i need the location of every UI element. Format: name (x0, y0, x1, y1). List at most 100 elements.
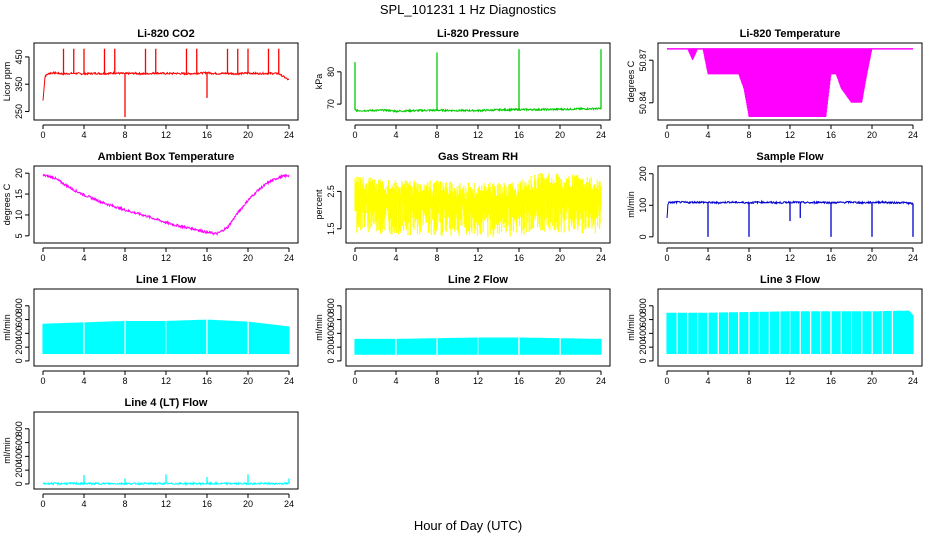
x-tick-label: 20 (867, 253, 877, 263)
x-tick-label: 12 (785, 130, 795, 140)
x-tick-label: 8 (746, 130, 751, 140)
x-tick-label: 20 (555, 376, 565, 386)
y-tick-label: 800 (14, 421, 24, 436)
y-tick-label: 50.84 (638, 92, 648, 115)
data-line (354, 106, 602, 114)
x-tick-label: 8 (746, 376, 751, 386)
x-tick-label: 4 (81, 130, 86, 140)
y-axis-label: degrees C (626, 60, 636, 102)
x-tick-label: 24 (908, 130, 918, 140)
data-line (42, 70, 290, 101)
y-axis-label: ml/min (626, 314, 636, 341)
plot-area (42, 474, 290, 487)
data-line (42, 173, 290, 236)
chart-panel: Li-820 Temperature degrees C 0 4 8 12 16 20 24 50… (626, 28, 923, 140)
y-tick-label: 0 (638, 358, 648, 363)
y-axis-label: ml/min (626, 191, 636, 218)
x-tick-label: 8 (122, 376, 127, 386)
chart-panel: Ambient Box Temperature degrees C 0 4 8 12 16 2… (2, 151, 299, 263)
plot-frame (345, 288, 611, 367)
y-tick-label: 200 (638, 166, 648, 181)
y-tick-label: 100 (638, 198, 648, 213)
x-tick-label: 20 (243, 253, 253, 263)
y-tick-label: 50.87 (638, 49, 648, 72)
chart-title: Li-820 Pressure (437, 28, 519, 40)
y-tick-label: 400 (14, 326, 24, 341)
x-tick-label: 8 (122, 499, 127, 509)
x-tick-label: 4 (393, 376, 398, 386)
x-tick-label: 0 (40, 130, 45, 140)
x-tick-label: 4 (81, 499, 86, 509)
plot-frame (33, 165, 299, 244)
chart-panel: Line 1 Flow ml/min 0 4 8 12 16 20 24 0 20040060080… (2, 274, 299, 386)
plot-area (667, 48, 913, 117)
x-tick-label: 16 (202, 130, 212, 140)
y-tick-label: 200 (14, 340, 24, 355)
x-tick-label: 24 (284, 253, 294, 263)
x-tick-label: 24 (908, 376, 918, 386)
x-tick-label: 20 (867, 376, 877, 386)
x-tick-label: 8 (746, 253, 751, 263)
chart-title: Li-820 CO2 (137, 28, 194, 40)
x-tick-label: 12 (473, 376, 483, 386)
chart-panel: Line 2 Flow ml/min 0 4 8 12 16 20 24 0 20040060080… (314, 274, 611, 386)
x-tick-label: 0 (352, 376, 357, 386)
y-axis-label: percent (314, 189, 324, 220)
chart-panel: Li-820 CO2 Licor ppm 0 4 8 12 16 20 24 250 350 450 (2, 28, 299, 140)
x-tick-label: 8 (434, 376, 439, 386)
plot-frame (657, 165, 923, 244)
x-tick-label: 8 (122, 253, 127, 263)
x-tick-label: 16 (826, 253, 836, 263)
x-tick-label: 16 (514, 253, 524, 263)
x-tick-label: 8 (434, 130, 439, 140)
y-tick-label: 200 (326, 340, 336, 355)
y-tick-label: 450 (14, 49, 24, 64)
x-tick-label: 20 (243, 130, 253, 140)
plot-frame (345, 165, 611, 244)
y-tick-label: 80 (326, 67, 336, 77)
x-tick-label: 12 (785, 253, 795, 263)
chart-title: Line 2 Flow (448, 274, 508, 286)
x-tick-label: 16 (514, 376, 524, 386)
plot-area (42, 48, 290, 117)
y-axis-label: kPa (314, 74, 324, 90)
y-tick-label: 0 (638, 234, 648, 239)
chart-title: Line 1 Flow (136, 274, 196, 286)
x-tick-label: 20 (867, 130, 877, 140)
y-tick-label: 10 (14, 210, 24, 220)
x-tick-label: 0 (664, 253, 669, 263)
y-tick-label: 800 (326, 298, 336, 313)
x-tick-label: 16 (826, 376, 836, 386)
x-tick-label: 20 (555, 253, 565, 263)
y-tick-label: 200 (638, 340, 648, 355)
chart-title: Line 4 (LT) Flow (125, 397, 208, 409)
y-tick-label: 400 (14, 449, 24, 464)
y-tick-label: 20 (14, 168, 24, 178)
y-tick-label: 1.5 (326, 223, 336, 236)
x-tick-label: 24 (908, 253, 918, 263)
x-tick-label: 12 (161, 499, 171, 509)
x-tick-label: 24 (596, 376, 606, 386)
chart-title: Ambient Box Temperature (98, 151, 235, 163)
x-tick-label: 24 (596, 130, 606, 140)
x-tick-label: 0 (40, 499, 45, 509)
x-tick-label: 8 (434, 253, 439, 263)
chart-panel: Gas Stream RH percent 0 4 8 12 16 20 24 1.5 2.5 (314, 151, 611, 263)
plot-area (354, 337, 602, 355)
x-tick-label: 12 (473, 130, 483, 140)
y-axis-label: ml/min (2, 314, 12, 341)
x-tick-label: 20 (243, 499, 253, 509)
y-tick-label: 400 (638, 326, 648, 341)
plot-frame (33, 411, 299, 490)
x-tick-label: 12 (785, 376, 795, 386)
x-tick-label: 4 (81, 376, 86, 386)
y-tick-label: 0 (14, 358, 24, 363)
x-tick-label: 0 (352, 253, 357, 263)
x-tick-label: 20 (555, 130, 565, 140)
x-tick-label: 4 (393, 253, 398, 263)
x-tick-label: 20 (243, 376, 253, 386)
data-fill (42, 319, 290, 354)
x-tick-label: 4 (81, 253, 86, 263)
x-tick-label: 0 (40, 253, 45, 263)
data-fill (666, 310, 914, 354)
